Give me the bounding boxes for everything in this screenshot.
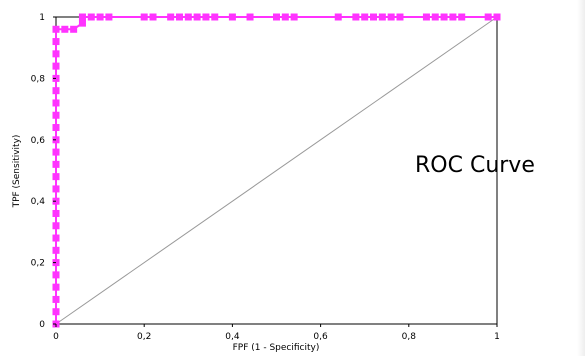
roc-point: [140, 13, 148, 21]
y-tick-label: 0,6: [31, 136, 46, 146]
roc-point: [52, 160, 60, 168]
y-tick-label: 1: [39, 13, 45, 23]
roc-point: [61, 25, 69, 33]
roc-point: [167, 13, 175, 21]
roc-point: [334, 13, 342, 21]
roc-point: [211, 13, 219, 21]
y-axis-title: TPF (Sensitivity): [12, 135, 22, 209]
roc-point: [52, 295, 60, 303]
roc-point: [78, 13, 86, 21]
x-tick-label: 0,8: [402, 332, 417, 342]
roc-point: [52, 234, 60, 242]
roc-point: [52, 25, 60, 33]
y-tick-label: 0,8: [31, 74, 46, 84]
roc-point: [273, 13, 280, 21]
x-tick-label: 0: [53, 332, 59, 342]
roc-point: [184, 13, 192, 21]
x-tick-label: 1: [494, 332, 500, 342]
roc-point: [440, 13, 448, 21]
roc-point: [422, 13, 430, 21]
roc-point: [352, 13, 360, 21]
roc-point: [202, 13, 210, 21]
roc-point: [281, 13, 289, 21]
roc-point: [175, 13, 183, 21]
roc-point: [52, 209, 60, 217]
roc-point: [449, 13, 457, 21]
y-tick-label: 0,4: [31, 197, 46, 207]
chance-line-layer: [55, 16, 498, 325]
roc-point: [149, 13, 157, 21]
y-tick-label: 0,2: [31, 259, 45, 269]
roc-point: [105, 13, 113, 21]
roc-point: [396, 13, 404, 21]
x-tick-label: 0,6: [313, 332, 328, 342]
roc-point: [52, 148, 60, 156]
roc-point: [52, 99, 60, 107]
roc-point: [96, 13, 104, 21]
roc-point: [458, 13, 466, 21]
roc-point: [78, 19, 86, 27]
roc-point: [193, 13, 201, 21]
roc-point: [52, 173, 60, 181]
roc-point: [70, 25, 78, 33]
roc-point: [228, 13, 236, 21]
roc-point: [52, 38, 60, 46]
chance-line: [55, 16, 498, 325]
roc-point: [52, 124, 60, 132]
roc-point: [52, 271, 60, 279]
roc-point: [52, 308, 60, 316]
roc-point: [246, 13, 254, 21]
x-axis-title: FPF (1 - Specificity): [233, 343, 320, 353]
roc-point: [52, 185, 60, 193]
roc-point: [361, 13, 369, 21]
x-tick-label: 0,2: [137, 332, 151, 342]
roc-point: [290, 13, 298, 21]
roc-point: [52, 111, 60, 119]
tick-label-layer: 0 0,2 0,4 0,6 0,8 1 0 0,2 0,4 0,6 0,8 1: [31, 13, 500, 342]
roc-point: [484, 13, 492, 21]
roc-point: [52, 62, 60, 70]
roc-point: [52, 283, 60, 291]
y-tick-label: 0: [39, 320, 45, 330]
roc-point: [387, 13, 395, 21]
roc-point: [52, 87, 60, 95]
roc-point: [370, 13, 378, 21]
chart-title: ROC Curve: [415, 153, 535, 178]
roc-point: [493, 13, 501, 21]
roc-point: [378, 13, 386, 21]
roc-point: [431, 13, 439, 21]
roc-point: [52, 246, 60, 254]
x-tick-label: 0,4: [225, 332, 240, 342]
roc-point: [52, 222, 60, 230]
roc-point: [87, 13, 95, 21]
roc-point: [52, 50, 60, 58]
